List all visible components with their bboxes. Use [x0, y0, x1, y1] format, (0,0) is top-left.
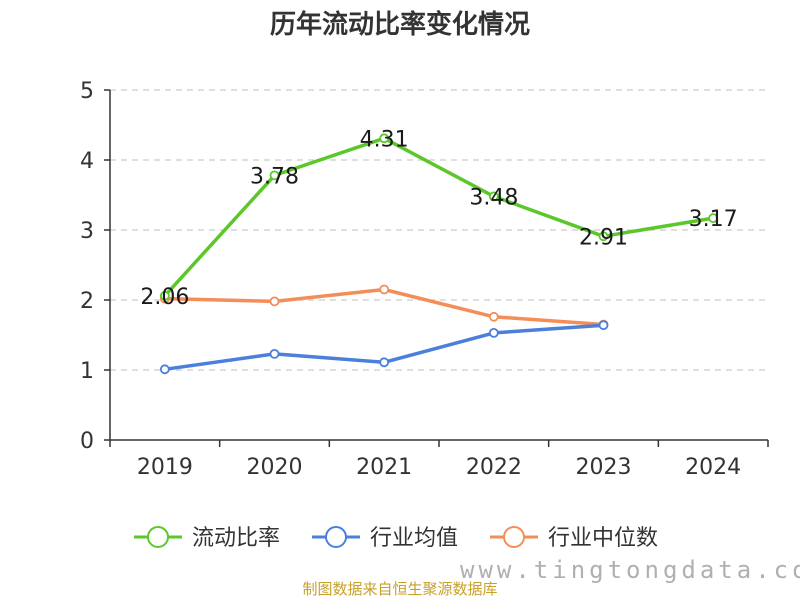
data-point[interactable] [598, 320, 609, 331]
data-label: 4.31 [360, 127, 409, 152]
data-point[interactable] [379, 284, 390, 295]
data-labels: 2.06 3.78 4.31 3.48 2.91 3.17 [140, 127, 737, 309]
y-tick-label: 4 [80, 149, 94, 174]
legend-marker [147, 526, 169, 548]
series-line [163, 136, 714, 297]
series-lines [159, 133, 719, 375]
legend-label: 流动比率 [192, 526, 280, 551]
legend-item[interactable]: 行业均值 [312, 526, 458, 551]
data-point[interactable] [488, 191, 499, 202]
data-label: 3.48 [469, 185, 518, 210]
legend-marker [325, 526, 347, 548]
legend[interactable]: 流动比率 行业均值 行业中位数 [134, 526, 658, 551]
data-label: 3.78 [250, 164, 299, 189]
data-label: 2.06 [140, 285, 189, 310]
chart-title: 历年流动比率变化情况 [270, 9, 530, 40]
legend-label: 行业均值 [370, 526, 458, 551]
x-tick-label: 2022 [466, 455, 522, 480]
data-point[interactable] [708, 213, 719, 224]
legend-marker [503, 526, 525, 548]
y-tick-label: 3 [80, 219, 94, 244]
data-label: 3.17 [689, 207, 738, 232]
x-tick-label: 2024 [685, 455, 741, 480]
data-point[interactable] [269, 170, 280, 181]
legend-label: 行业中位数 [548, 526, 658, 551]
x-tick-label: 2019 [137, 455, 193, 480]
legend-item[interactable]: 流动比率 [134, 526, 280, 551]
data-point[interactable] [488, 327, 499, 338]
data-point[interactable] [159, 290, 170, 301]
y-tick-label: 1 [80, 359, 94, 384]
x-tick-label: 2020 [247, 455, 303, 480]
y-tick-label: 0 [80, 429, 94, 454]
x-tick-label: 2023 [576, 455, 632, 480]
data-point[interactable] [379, 357, 390, 368]
data-point[interactable] [269, 348, 280, 359]
grid-lines [110, 89, 768, 371]
axes: 0 1 2 3 4 5 2019 2020 2021 2022 2023 2024 [80, 79, 769, 480]
data-point[interactable] [159, 364, 170, 375]
x-tick-label: 2021 [356, 455, 412, 480]
y-tick-label: 5 [80, 79, 94, 104]
y-tick-label: 2 [80, 289, 94, 314]
series-line [164, 287, 604, 327]
data-point[interactable] [269, 296, 280, 307]
legend-item[interactable]: 行业中位数 [490, 526, 658, 551]
watermark: www.tingtongdata.com [460, 556, 800, 584]
data-label: 2.91 [579, 225, 628, 250]
data-point[interactable] [598, 231, 609, 242]
data-point[interactable] [488, 311, 499, 322]
source-footer: 制图数据来自恒生聚源数据库 [302, 580, 498, 598]
data-point[interactable] [379, 133, 390, 144]
